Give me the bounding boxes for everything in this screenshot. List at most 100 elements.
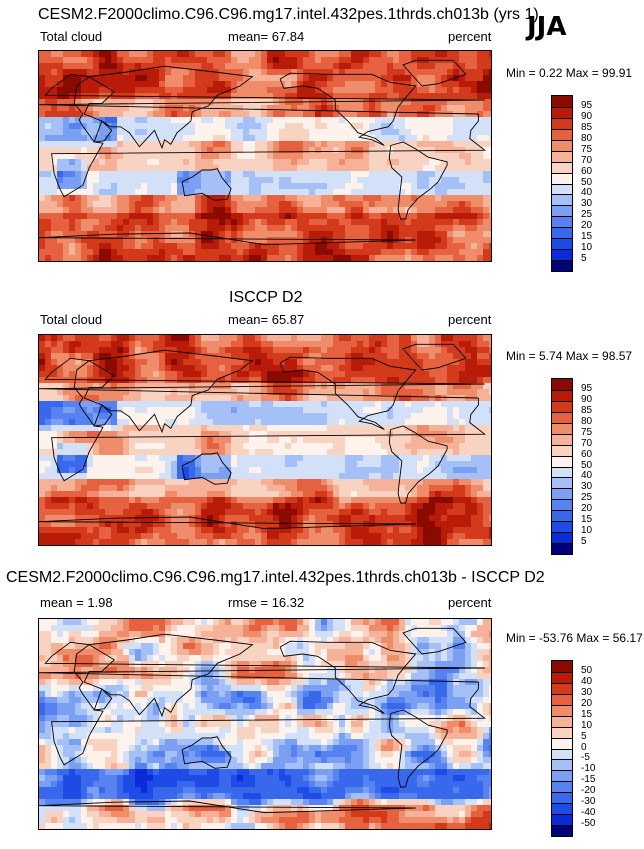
colorbar-swatch bbox=[552, 117, 572, 129]
panel-1-title: CESM2.F2000climo.C96.C96.mg17.intel.432p… bbox=[38, 6, 539, 23]
colorbar-tick-label: 40 bbox=[581, 187, 593, 199]
coastline bbox=[388, 709, 448, 788]
colorbar-tick-label: 30 bbox=[581, 481, 593, 493]
colorbar-swatch bbox=[552, 260, 572, 271]
panel-1-minmax: Min = 0.22 Max = 99.91 bbox=[506, 66, 633, 80]
colorbar-swatch bbox=[552, 389, 572, 401]
panel-2-minmax: Min = 5.74 Max = 98.57 bbox=[506, 349, 633, 363]
colorbar-tick-label: 15 bbox=[581, 231, 593, 243]
colorbar-swatch bbox=[552, 682, 572, 694]
colorbar-tick-label: 15 bbox=[581, 514, 593, 526]
coastline bbox=[83, 349, 254, 434]
colorbar-swatch bbox=[552, 770, 572, 782]
colorbar-swatch bbox=[552, 748, 572, 760]
colorbar-tick-label: 90 bbox=[581, 110, 593, 122]
colorbar-tick-label: 15 bbox=[581, 708, 593, 720]
colorbar-swatch bbox=[552, 521, 572, 533]
coastline bbox=[279, 356, 417, 430]
colorbar-tick-label: 60 bbox=[581, 448, 593, 460]
colorbar-tick-label: -5 bbox=[581, 752, 590, 764]
colorbar-tick-label: -30 bbox=[581, 796, 596, 808]
colorbar-swatch bbox=[552, 216, 572, 228]
colorbar-swatch bbox=[552, 379, 572, 390]
colorbar-swatch bbox=[552, 803, 572, 815]
colorbar-swatch bbox=[552, 759, 572, 771]
season-label: JJA bbox=[527, 12, 567, 42]
colorbar-swatch bbox=[552, 139, 572, 151]
colorbar-swatch bbox=[552, 128, 572, 140]
colorbar-tick-label: 40 bbox=[581, 470, 593, 482]
colorbar-tick-label: 50 bbox=[581, 664, 593, 676]
colorbar-swatch bbox=[552, 466, 572, 478]
colorbar-swatch bbox=[552, 411, 572, 423]
colorbar-tick-label: 20 bbox=[581, 220, 593, 232]
coastline bbox=[402, 627, 467, 655]
colorbar-tick-label: 70 bbox=[581, 154, 593, 166]
colorbar-tick-label: 25 bbox=[581, 209, 593, 221]
panel-2-map bbox=[38, 334, 492, 546]
colorbar-tick-label: 5 bbox=[581, 253, 587, 265]
coastline bbox=[39, 232, 416, 246]
colorbar-swatch bbox=[552, 183, 572, 195]
field-plot bbox=[39, 335, 491, 545]
colorbar-swatch bbox=[552, 814, 572, 826]
panel-1-mean: mean= 67.84 bbox=[228, 29, 305, 44]
panel-1-variable: Total cloud bbox=[40, 29, 103, 44]
coastline bbox=[388, 425, 448, 504]
colorbar-tick-label: 5 bbox=[581, 730, 587, 742]
colorbar-tick-label: 10 bbox=[581, 242, 593, 254]
panel-3-title: CESM2.F2000climo.C96.C96.mg17.intel.432p… bbox=[6, 569, 545, 586]
panel-1-map bbox=[38, 50, 492, 262]
colorbar-swatch bbox=[552, 671, 572, 683]
field-plot bbox=[39, 619, 491, 829]
colorbar-swatch bbox=[552, 781, 572, 793]
colorbar-swatch bbox=[552, 238, 572, 250]
colorbar-swatch bbox=[552, 400, 572, 412]
panel-2-mean: mean= 65.87 bbox=[228, 312, 305, 327]
panel-3-minmax: Min = -53.76 Max = 56.17 bbox=[506, 631, 643, 645]
colorbar-tick-label: 75 bbox=[581, 143, 593, 155]
colorbar-tick-label: 5 bbox=[581, 536, 587, 548]
colorbar-swatch bbox=[552, 96, 572, 107]
colorbar-tick-label: 40 bbox=[581, 675, 593, 687]
panel-2-colorbar bbox=[551, 378, 573, 555]
coastline bbox=[402, 59, 467, 87]
colorbar-tick-label: 85 bbox=[581, 121, 593, 133]
colorbar-tick-label: 30 bbox=[581, 686, 593, 698]
panel-1-units: percent bbox=[448, 29, 492, 44]
colorbar-swatch bbox=[552, 661, 572, 672]
colorbar-swatch bbox=[552, 194, 572, 206]
colorbar-swatch bbox=[552, 726, 572, 738]
colorbar-swatch bbox=[552, 792, 572, 804]
coastline bbox=[402, 343, 467, 371]
colorbar-swatch bbox=[552, 444, 572, 456]
panel-2-variable: Total cloud bbox=[40, 312, 103, 327]
coastline bbox=[181, 168, 232, 201]
colorbar-swatch bbox=[552, 249, 572, 261]
colorbar-swatch bbox=[552, 715, 572, 727]
colorbar-tick-label: 50 bbox=[581, 176, 593, 188]
colorbar-swatch bbox=[552, 693, 572, 705]
colorbar-swatch bbox=[552, 825, 572, 836]
colorbar-tick-label: 25 bbox=[581, 492, 593, 504]
coastline bbox=[83, 633, 254, 718]
coastline bbox=[388, 141, 448, 220]
panel-3-mean: mean = 1.98 bbox=[40, 595, 113, 610]
colorbar-tick-label: 95 bbox=[581, 99, 593, 111]
colorbar-tick-label: 80 bbox=[581, 415, 593, 427]
colorbar-tick-label: 70 bbox=[581, 437, 593, 449]
panel-3-colorbar bbox=[551, 660, 573, 837]
colorbar-swatch bbox=[552, 172, 572, 184]
coastline bbox=[181, 452, 232, 485]
colorbar-swatch bbox=[552, 543, 572, 554]
field-plot bbox=[39, 51, 491, 261]
colorbar-tick-label: 80 bbox=[581, 132, 593, 144]
panel-2-title: ISCCP D2 bbox=[229, 289, 303, 306]
colorbar-swatch bbox=[552, 704, 572, 716]
coastline bbox=[181, 736, 232, 769]
panel-3-units: percent bbox=[448, 595, 492, 610]
colorbar-tick-label: -15 bbox=[581, 774, 596, 786]
panel-1-colorbar bbox=[551, 95, 573, 272]
coastline bbox=[279, 72, 417, 146]
panel-3-map bbox=[38, 618, 492, 830]
